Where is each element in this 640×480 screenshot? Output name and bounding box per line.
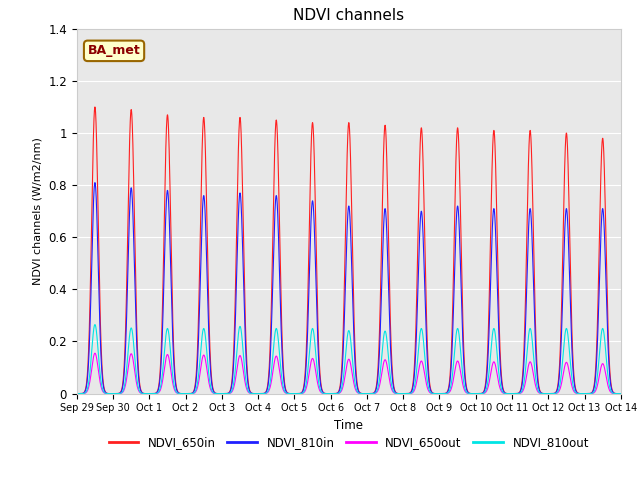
NDVI_810out <box>189 390 197 396</box>
NDVI_810out <box>73 391 81 396</box>
NDVI_810out <box>617 391 625 396</box>
NDVI_650in <box>184 391 191 396</box>
NDVI_650in <box>617 391 625 396</box>
NDVI_810in <box>91 180 99 185</box>
NDVI_650out <box>501 391 509 396</box>
NDVI_650in <box>189 389 197 395</box>
NDVI_650out <box>615 391 623 396</box>
NDVI_650in <box>501 390 509 396</box>
NDVI_650in <box>73 391 81 396</box>
NDVI_650out <box>617 391 625 396</box>
NDVI_810in <box>501 390 509 396</box>
NDVI_650out <box>184 391 191 396</box>
NDVI_810out <box>615 391 623 396</box>
NDVI_650in <box>615 391 623 396</box>
NDVI_650out <box>73 391 81 396</box>
Text: BA_met: BA_met <box>88 44 140 57</box>
NDVI_810in <box>615 391 623 396</box>
NDVI_650out <box>276 374 284 380</box>
NDVI_810in <box>617 391 625 396</box>
NDVI_810out <box>501 391 509 396</box>
NDVI_810in <box>276 305 284 311</box>
NDVI_650out <box>189 391 197 396</box>
X-axis label: Time: Time <box>334 419 364 432</box>
NDVI_650out <box>91 350 99 356</box>
Title: NDVI channels: NDVI channels <box>293 9 404 24</box>
Line: NDVI_810in: NDVI_810in <box>77 182 621 394</box>
NDVI_650in <box>424 354 431 360</box>
NDVI_810in <box>189 390 197 396</box>
NDVI_810out <box>184 391 191 396</box>
Line: NDVI_650in: NDVI_650in <box>77 107 621 394</box>
NDVI_810out <box>91 322 99 327</box>
NDVI_650in <box>91 104 99 110</box>
NDVI_650out <box>424 386 431 392</box>
NDVI_810in <box>424 366 431 372</box>
NDVI_810out <box>276 362 284 368</box>
NDVI_810out <box>424 382 431 387</box>
Legend: NDVI_650in, NDVI_810in, NDVI_650out, NDVI_810out: NDVI_650in, NDVI_810in, NDVI_650out, NDV… <box>104 431 594 454</box>
NDVI_650in <box>276 273 284 278</box>
NDVI_810in <box>73 391 81 396</box>
Y-axis label: NDVI channels (W/m2/nm): NDVI channels (W/m2/nm) <box>33 137 43 285</box>
Line: NDVI_650out: NDVI_650out <box>77 353 621 394</box>
Line: NDVI_810out: NDVI_810out <box>77 324 621 394</box>
NDVI_810in <box>184 391 191 396</box>
